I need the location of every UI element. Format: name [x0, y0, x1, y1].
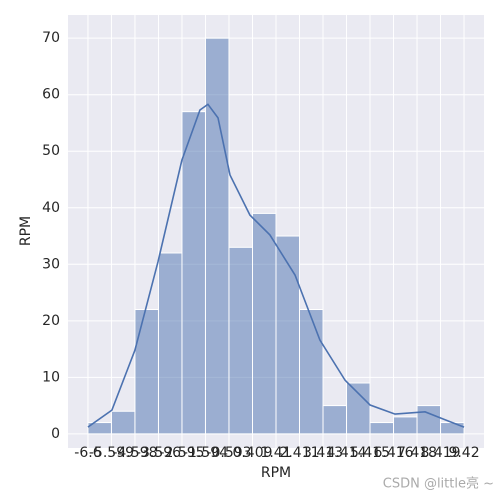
x-tick-label: 6.416 — [373, 445, 413, 461]
y-tick-label: 0 — [51, 426, 60, 442]
x-tick-label: 8.419 — [420, 445, 460, 461]
bar — [181, 111, 206, 435]
x-tick-label: -6.6 — [74, 445, 101, 461]
y-tick-label: 70 — [42, 30, 60, 46]
y-tick-label: 50 — [42, 143, 60, 159]
bar — [346, 382, 371, 435]
bar — [440, 422, 465, 435]
watermark: CSDN @little亮 ~ — [383, 476, 494, 492]
x-tick-label: 5.415 — [350, 445, 390, 461]
kde-line — [87, 103, 465, 428]
bar — [157, 252, 183, 435]
bar — [416, 405, 442, 435]
x-tick-label: -4.598 — [112, 445, 157, 461]
y-axis-label: RPM — [18, 216, 34, 246]
y-tick-label: 30 — [42, 256, 60, 272]
bar — [110, 410, 136, 435]
x-tick-label: 9.42 — [448, 445, 479, 461]
x-tick-label: 7.418 — [397, 445, 437, 461]
bar — [134, 309, 159, 435]
bar — [369, 422, 395, 435]
x-tick-label: 2.411 — [279, 445, 319, 461]
x-tick-label: -2.595 — [159, 445, 204, 461]
bar — [322, 405, 348, 435]
y-tick-label: 10 — [42, 369, 60, 385]
y-tick-label: 60 — [42, 87, 60, 103]
bar — [228, 246, 254, 435]
x-tick-label: -5.599 — [89, 445, 134, 461]
bar — [393, 416, 418, 435]
x-tick-label: 0.409 — [232, 445, 272, 461]
bar — [252, 212, 277, 435]
bar — [298, 309, 324, 435]
y-tick-label: 40 — [42, 200, 60, 216]
x-tick-label: 3.413 — [303, 445, 343, 461]
y-tick-label: 20 — [42, 313, 60, 329]
x-tick-label: -1.594 — [183, 445, 228, 461]
x-tick-label: -0.593 — [206, 445, 251, 461]
x-axis-label: RPM — [261, 465, 291, 481]
x-tick-label: 4.414 — [326, 445, 366, 461]
bar — [275, 235, 300, 435]
bar — [204, 37, 230, 435]
x-tick-label: 1.41 — [260, 445, 291, 461]
x-tick-label: -3.596 — [136, 445, 181, 461]
